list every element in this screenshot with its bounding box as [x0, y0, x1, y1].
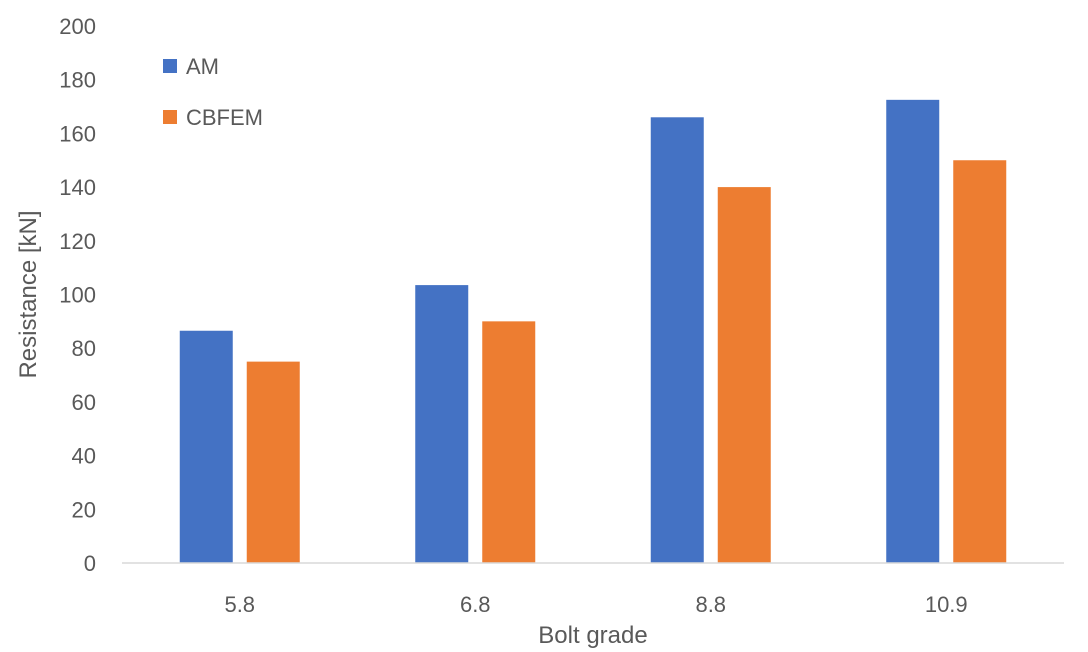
x-axis-title: Bolt grade [538, 622, 647, 649]
y-axis-title: Resistance [kN] [15, 210, 42, 378]
y-tick-label: 140 [59, 175, 96, 200]
legend-label-cbfem: CBFEM [186, 105, 263, 130]
y-tick-label: 200 [59, 14, 96, 39]
legend-swatch-cbfem [163, 110, 177, 124]
x-tick-label: 6.8 [460, 592, 491, 617]
x-axis-ticks: 5.8 6.8 8.8 10.9 [224, 592, 967, 617]
y-tick-label: 180 [59, 68, 96, 93]
bar-am-10.9 [886, 99, 940, 564]
bar-cbfem-6.8 [482, 321, 536, 563]
bar-cbfem-10.9 [953, 160, 1007, 563]
bar-cbfem-5.8 [246, 361, 300, 563]
y-tick-label: 40 [72, 444, 96, 469]
bars [179, 99, 1007, 564]
y-axis-ticks: 0 20 40 60 80 100 120 140 160 180 200 [59, 14, 96, 576]
x-tick-label: 8.8 [695, 592, 726, 617]
y-tick-label: 0 [84, 551, 96, 576]
bar-am-8.8 [650, 117, 704, 563]
x-tick-label: 10.9 [925, 592, 968, 617]
y-tick-label: 80 [72, 336, 96, 361]
y-tick-label: 120 [59, 229, 96, 254]
bar-am-5.8 [179, 330, 233, 563]
y-tick-label: 20 [72, 497, 96, 522]
bar-am-6.8 [415, 285, 469, 563]
bar-cbfem-8.8 [717, 187, 771, 563]
y-tick-label: 160 [59, 121, 96, 146]
y-tick-label: 60 [72, 390, 96, 415]
legend-swatch-am [163, 59, 177, 73]
y-tick-label: 100 [59, 283, 96, 308]
legend-label-am: AM [186, 54, 219, 79]
x-tick-label: 5.8 [224, 592, 255, 617]
legend: AM CBFEM [163, 54, 263, 130]
